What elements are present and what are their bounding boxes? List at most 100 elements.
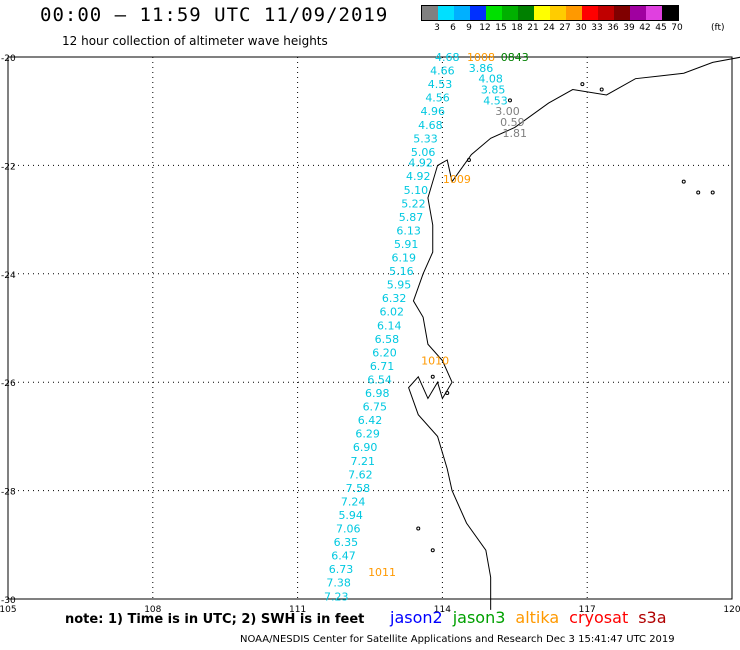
swh-label: 3.85 (481, 84, 506, 97)
legend-swatch (614, 6, 630, 20)
swh-label: 7.62 (348, 468, 373, 481)
satellite-legend: jason2 jason3 altika cryosat s3a (390, 608, 677, 627)
swh-label: 6.90 (353, 441, 378, 454)
legend-swatches (421, 5, 679, 21)
island (681, 179, 686, 184)
swh-label: 6.73 (329, 563, 354, 576)
satellite-cryosat: cryosat (569, 608, 629, 627)
map-subtitle: 12 hour collection of altimeter wave hei… (62, 34, 328, 48)
color-legend: (ft) 3 6 9 12 15 18 21 24 27 30 33 36 39 42 45 70 (421, 5, 725, 35)
x-tick-label: 111 (289, 605, 306, 615)
swh-label: 6.42 (358, 414, 383, 427)
x-tick-label: 120 (723, 605, 740, 615)
coastline (408, 56, 740, 610)
satellite-jason3: jason3 (452, 608, 506, 627)
swh-label: 5.87 (399, 211, 424, 224)
legend-swatch (486, 6, 502, 20)
swh-label: 5.95 (387, 279, 412, 292)
legend-labels: (ft) 3 6 9 12 15 18 21 24 27 30 33 36 39 42 45 70 (421, 21, 724, 35)
legend-swatch (646, 6, 662, 20)
swh-label: 4.53 (428, 78, 453, 91)
swh-label: 3.86 (469, 62, 494, 75)
legend-swatch (662, 6, 678, 20)
swh-label: 4.08 (478, 73, 503, 86)
swh-label-gray: 1.81 (503, 127, 528, 140)
swh-label: 5.33 (413, 132, 438, 145)
swh-label: 6.19 (392, 252, 417, 265)
y-tick-label: -26 (1, 379, 16, 389)
x-tick-label: 117 (579, 605, 596, 615)
pass-time-label: 1009 (443, 173, 471, 186)
legend-label: 21 (527, 23, 539, 33)
legend-label: 9 (466, 23, 472, 33)
swh-label: 6.47 (331, 550, 356, 563)
swh-label: 4.92 (408, 157, 433, 170)
pass-time-label: 0843 (501, 51, 529, 64)
swh-label: 4.56 (425, 92, 450, 105)
swh-label: 4.96 (420, 105, 445, 118)
x-tick-label: 105 (0, 605, 17, 615)
swh-label-gray: 0.59 (500, 116, 525, 129)
pass-time-label: 1010 (421, 355, 449, 368)
swh-label: 6.29 (355, 428, 380, 441)
y-tick-label: -22 (1, 162, 16, 172)
legend-label: 6 (450, 23, 456, 33)
swh-label: 5.16 (389, 265, 414, 278)
y-tick-label: -30 (1, 596, 16, 606)
island (599, 87, 604, 92)
swh-label: 6.54 (367, 373, 392, 386)
island (507, 98, 512, 103)
legend-swatch (534, 6, 550, 20)
swh-label: 5.10 (404, 184, 429, 197)
x-tick-label: 108 (144, 605, 161, 615)
y-tick-label: -28 (1, 488, 16, 498)
swh-label: 4.66 (430, 65, 455, 78)
legend-label: 15 (495, 23, 507, 33)
legend-label: 27 (559, 23, 571, 33)
swh-label: 4.68 (418, 119, 443, 132)
swh-label: 6.71 (370, 360, 395, 373)
satellite-s3a: s3a (638, 608, 667, 627)
legend-unit: (ft) (711, 23, 725, 33)
legend-label: 30 (575, 23, 587, 33)
swh-label: 6.13 (396, 224, 421, 237)
map-frame (7, 56, 733, 600)
swh-label: 4.68 (435, 51, 460, 64)
legend-swatch (470, 6, 486, 20)
satellite-jason2: jason2 (390, 608, 443, 627)
legend-label: 3 (434, 23, 440, 33)
island (416, 526, 421, 531)
legend-swatch (566, 6, 582, 20)
swh-label: 5.22 (401, 197, 426, 210)
swh-label: 7.24 (341, 495, 366, 508)
swh-label: 4.92 (406, 170, 431, 183)
legend-label: 36 (607, 23, 619, 33)
swh-label: 7.38 (326, 577, 351, 590)
legend-swatch (518, 6, 534, 20)
legend-label: 42 (639, 23, 651, 33)
swh-label: 6.98 (365, 387, 390, 400)
legend-swatch (438, 6, 454, 20)
pass-time-label: 1008 (467, 51, 495, 64)
pass-time-label: 1011 (368, 566, 396, 579)
legend-label: 12 (479, 23, 491, 33)
island (430, 548, 435, 553)
swh-label: 6.35 (334, 536, 359, 549)
island (710, 190, 715, 195)
island (466, 157, 471, 162)
island (445, 391, 450, 396)
swh-label: 5.94 (338, 509, 363, 522)
legend-swatch (582, 6, 598, 20)
legend-swatch (422, 6, 438, 20)
legend-swatch (454, 6, 470, 20)
footer-note: note: 1) Time is in UTC; 2) SWH is in fe… (65, 612, 365, 627)
swh-label: 5.06 (411, 146, 436, 159)
swh-label: 4.53 (483, 94, 508, 107)
legend-swatch (502, 6, 518, 20)
legend-label: 24 (543, 23, 555, 33)
satellite-altika: altika (515, 608, 560, 627)
island (580, 82, 585, 87)
legend-swatch (550, 6, 566, 20)
footer-credit: NOAA/NESDIS Center for Satellite Applica… (240, 634, 675, 645)
